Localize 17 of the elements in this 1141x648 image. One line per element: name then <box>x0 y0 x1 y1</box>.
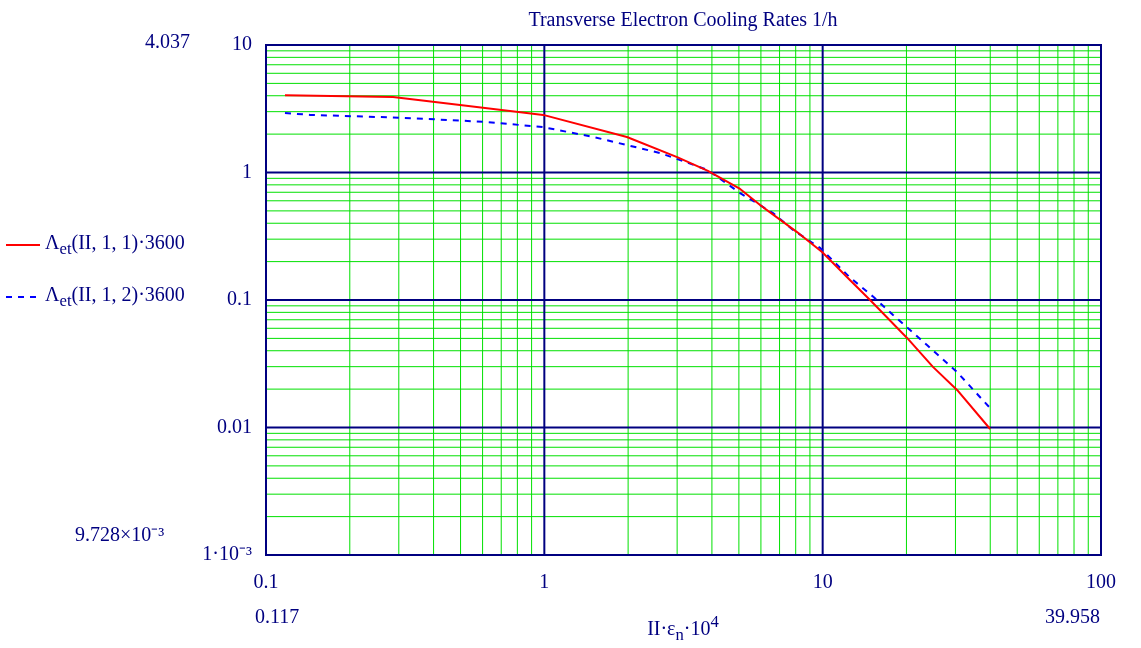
x-tick-label: 10 <box>812 570 833 593</box>
text: 4.037 <box>145 30 190 53</box>
y-tick-label: 0.1 <box>227 287 252 310</box>
x-tick-label: 1 <box>539 570 550 593</box>
text: 39.958 <box>1045 605 1100 628</box>
text: 0.117 <box>255 605 300 628</box>
y-tick-label: 1 <box>242 159 252 182</box>
x-tick-label: 0.1 <box>253 570 279 593</box>
legend-label: Λ$_{et}$(II, 1, 2)·3600 <box>45 282 185 310</box>
y-tick-label: 10 <box>232 32 252 55</box>
chart-title: Transverse Electron Cooling Rates 1/h <box>528 8 838 31</box>
x-axis-title: II·ε$_{n}$·10$^{4}$ <box>647 612 719 645</box>
x-tick-label: 100 <box>1086 570 1116 593</box>
legend-label: Λ$_{et}$(II, 1, 1)·3600 <box>45 231 185 258</box>
y-tick-label: 0.01 <box>217 414 252 437</box>
text: 9.728×10⁻³ <box>75 522 165 547</box>
y-tick-label: 1·10⁻³ <box>202 542 252 565</box>
